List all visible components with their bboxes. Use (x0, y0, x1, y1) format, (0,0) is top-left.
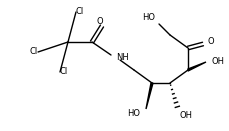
Text: HO: HO (127, 110, 140, 119)
Text: NH: NH (116, 53, 129, 62)
Text: O: O (97, 18, 103, 26)
Text: OH: OH (180, 111, 193, 119)
Text: Cl: Cl (30, 48, 38, 56)
Text: HO: HO (142, 13, 155, 23)
Polygon shape (146, 83, 153, 109)
Text: Cl: Cl (76, 7, 84, 17)
Text: O: O (207, 37, 214, 47)
Text: Cl: Cl (60, 67, 68, 77)
Text: OH: OH (212, 58, 225, 67)
Polygon shape (188, 62, 206, 71)
